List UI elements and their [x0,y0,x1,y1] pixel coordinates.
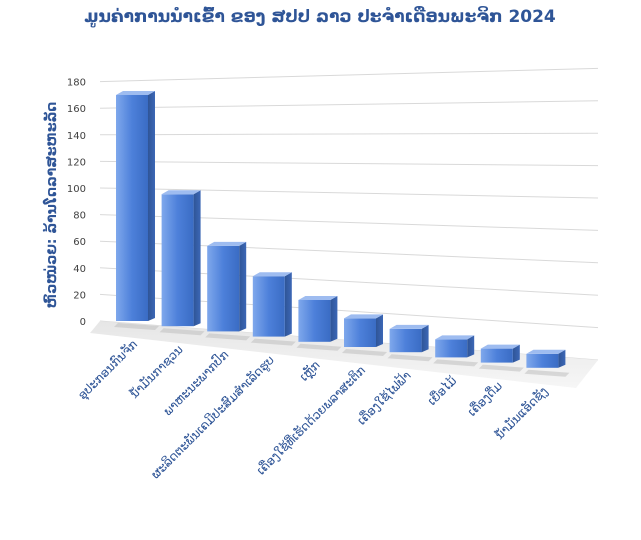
bar [114,91,159,330]
bar-shadow [205,333,251,341]
bar-top [435,335,475,340]
bar-front [207,245,240,332]
bar [159,190,205,336]
bar-shadow [296,343,342,351]
bar-front [344,318,376,347]
x-tick-label: ເຫຼັກ [297,358,323,384]
bar-top [207,241,247,246]
bar-side [284,272,292,337]
y-tick-label: 160 [67,104,86,115]
bar [205,241,251,341]
y-tick-label: 120 [67,157,86,168]
bar-side [421,324,429,353]
bar [342,314,387,356]
bar [296,295,342,351]
y-tick-label: 180 [67,78,86,89]
bar-top [298,295,338,300]
bar-top [344,314,383,319]
bar [387,324,433,362]
y-tick-label: 0 [80,317,86,328]
bar-front [298,299,331,342]
bar-shadow [387,354,433,362]
bar-side [467,335,475,358]
x-tick-label: ເຍື່ອໄມ້ [424,373,459,408]
gridline [99,67,599,83]
bar-shadow [250,338,296,346]
bar-side [148,91,155,321]
y-axis-ticks: 0 20 40 60 80 100 120 140 160 180 [67,78,86,328]
bar-top [480,344,520,349]
bar-front [389,328,422,353]
y-tick-label: 80 [73,211,86,222]
bar-top [526,349,566,354]
bar-top [116,91,155,95]
bar-shadow [433,359,479,367]
bar-side [558,349,566,368]
bar-front [161,194,194,327]
gridline [99,160,599,167]
bar-shadow [159,328,205,336]
y-tick-label: 40 [73,264,86,275]
y-tick-label: 140 [67,131,86,142]
bar-front [480,348,513,363]
y-axis-label: ຫົວໜ່ວຍ: ລ້ານໂດລາສະຫະລັດ [42,102,60,309]
bar-front [116,95,148,321]
bar-side [512,344,520,363]
bar-top [389,324,429,329]
bar-shadow [524,369,570,377]
bar-side [376,314,383,347]
bar-shadow [478,364,524,372]
bar-shadow [114,323,159,330]
bar-side [330,295,338,342]
gridline [99,187,599,199]
y-tick-label: 20 [73,290,86,301]
bar-shadow [342,349,387,356]
gridline [99,132,599,136]
bar-front [252,276,285,337]
bar-side [193,190,201,327]
bars [114,91,570,377]
x-tick-label: ເຄື່ອງດື່ມ [464,378,505,419]
chart-title: ມູນຄ່າການນຳເຂົ້າ ຂອງ ສປປ ລາວ ປະຈຳເດືອນພະ… [84,5,556,28]
bar-top [161,190,201,195]
bar [524,349,570,377]
bar-side [239,241,247,332]
bar-front [435,339,468,358]
gridline [99,100,599,109]
y-tick-label: 60 [73,237,86,248]
y-tick-label: 100 [67,184,86,195]
bar-top [252,272,292,277]
bar [478,344,524,372]
bar-front [526,353,559,368]
bar [250,272,296,346]
bar [433,335,479,367]
